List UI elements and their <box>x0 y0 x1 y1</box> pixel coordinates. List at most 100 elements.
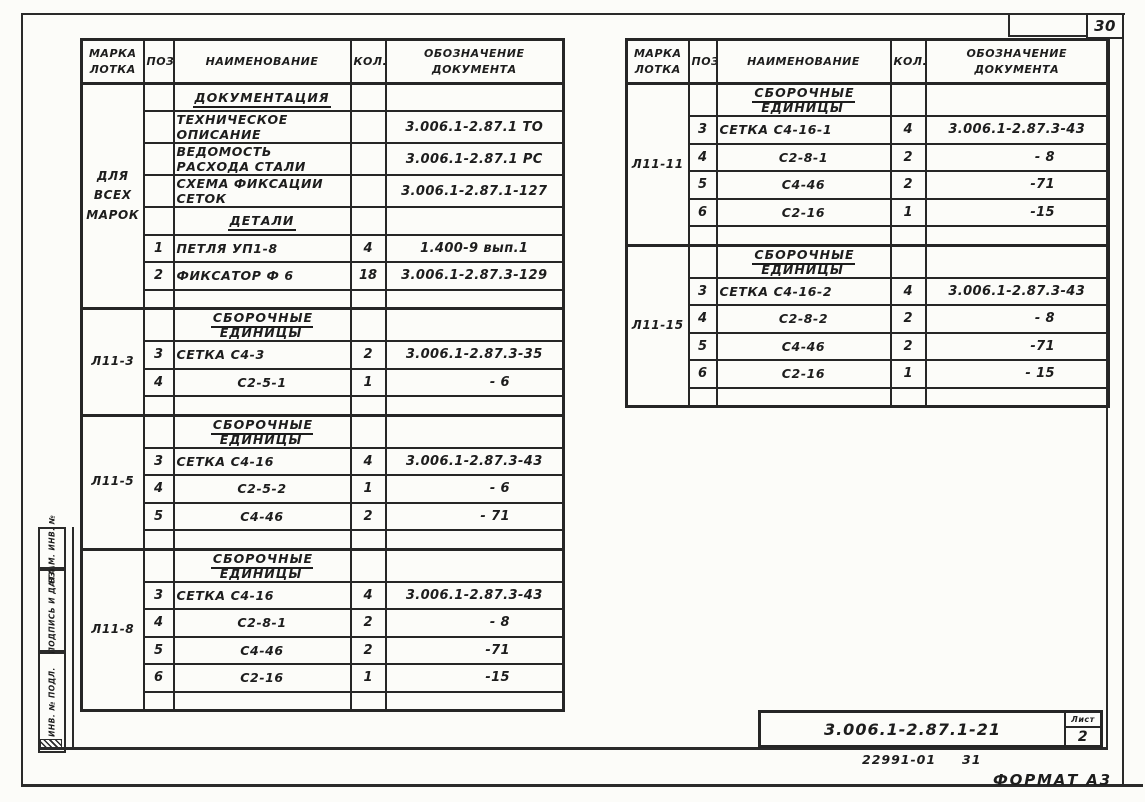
table-row: 3 СЕТКА С4-16 4 3.006.1-2.87.3-43 <box>82 580 565 610</box>
tray-mark-cell: Л11-3 <box>80 307 145 416</box>
cell-doc: - 8 <box>924 304 1110 334</box>
cell-name: С4-46 <box>172 501 352 531</box>
cell-pos: 3 <box>687 115 718 145</box>
cell-name: СХЕМА ФИКСАЦИИ СЕТОК <box>172 174 352 208</box>
cell-pos: 5 <box>142 501 175 531</box>
page-number-box: 30 <box>1086 13 1124 39</box>
cell-pos <box>142 110 175 144</box>
cell-qty: 2 <box>889 170 927 200</box>
empty-cell <box>172 395 352 416</box>
table-row: 5 С4-46 2 -71 <box>82 635 565 665</box>
sheet-label: Лист <box>1066 713 1100 728</box>
section-title: ДЕТАЛИ <box>227 213 297 232</box>
table-row: Л11-8 СБОРОЧНЫЕ ЕДИНИЦЫ <box>80 548 565 712</box>
table-row: 3 СЕТКА С4-16 4 3.006.1-2.87.3-43 <box>82 446 565 476</box>
cell-doc: -71 <box>924 331 1110 361</box>
mark-group: Л11-8 СБОРОЧНЫЕ ЕДИНИЦЫ 3 СЕТКА С4-16 4 3.006… <box>80 548 565 712</box>
empty-cell <box>142 529 175 550</box>
table-row: 4 С2-8-1 2- 8 <box>627 142 1110 172</box>
cell-pos <box>142 82 175 112</box>
cell-pos: 6 <box>687 359 718 389</box>
column-header-pos: ПОЗ. <box>687 38 718 85</box>
table-row: ВЕДОМОСТЬ РАСХОДА СТАЛИ 3.006.1-2.87.1 РС <box>82 142 565 176</box>
table-row: ДЛЯ ВСЕХ МАРОК ДОКУМЕНТАЦИЯ <box>80 82 565 310</box>
table-row: Л11-11 СБОРОЧНЫЕ ЕДИНИЦЫ <box>625 82 1110 246</box>
empty-cell <box>142 395 175 416</box>
mark-group: Л11-3 СБОРОЧНЫЕ ЕДИНИЦЫ 3 СЕТКА С4-3 2 3.006.… <box>80 307 565 416</box>
table-row: Л11-5 СБОРОЧНЫЕ ЕДИНИЦЫ <box>80 414 565 550</box>
cell-doc: - 8 <box>924 142 1110 172</box>
section-title-cell: ДОКУМЕНТАЦИЯ <box>172 82 352 112</box>
cell-qty <box>349 82 387 112</box>
cell-doc: - 71 <box>384 501 565 531</box>
cell-pos: 4 <box>687 304 718 334</box>
cell-name: СЕТКА С4-16-2 <box>715 276 892 306</box>
column-header-mark: МАРКА ЛОТКА <box>80 38 145 85</box>
table-row: 1 ПЕТЛЯ УП1-8 4 1.400-9 вып.1 <box>82 233 565 263</box>
empty-cell <box>687 386 718 408</box>
stamp-label: ПОДПИСЬ И ДАТА <box>47 567 57 654</box>
cell-pos: 3 <box>142 580 175 610</box>
cell-name: СЕТКА С4-16-1 <box>715 115 892 145</box>
mark-group: Л11-15 СБОРОЧНЫЕ ЕДИНИЦЫ 3 СЕТКА С4-16-2 4 3.… <box>625 244 1110 408</box>
tray-mark-cell: Л11-11 <box>625 82 690 246</box>
section-title: СБОРОЧНЫЕ ЕДИНИЦЫ <box>752 246 855 276</box>
cell-name: С2-5-1 <box>172 367 352 397</box>
cell-doc: 3.006.1-2.87.3-129 <box>384 261 565 291</box>
empty-cell <box>349 529 387 550</box>
cell-name: СЕТКА С4-16 <box>172 580 352 610</box>
mark-group: Л11-5 СБОРОЧНЫЕ ЕДИНИЦЫ 3 СЕТКА С4-16 4 3.006… <box>80 414 565 550</box>
cell-pos <box>687 82 718 117</box>
table-row: 4 С2-5-1 1- 6 <box>82 367 565 397</box>
cell-qty: 2 <box>349 635 387 665</box>
cell-qty: 4 <box>349 233 387 263</box>
cell-pos: 2 <box>142 261 175 291</box>
cell-pos: 3 <box>687 276 718 306</box>
cell-name: С2-8-1 <box>715 142 892 172</box>
cell-doc: 1.400-9 вып.1 <box>384 233 565 263</box>
empty-cell <box>384 288 565 310</box>
cell-name: С2-16 <box>715 359 892 389</box>
cell-pos <box>687 244 718 279</box>
spacer-row <box>627 225 1110 246</box>
cell-qty: 2 <box>349 608 387 638</box>
cell-qty: 4 <box>889 276 927 306</box>
cell-pos: 3 <box>142 340 175 370</box>
cell-name: С2-5-2 <box>172 474 352 504</box>
top-strip-divider <box>1008 13 1010 37</box>
cell-qty <box>349 307 387 342</box>
cell-qty <box>889 244 927 279</box>
section-title-cell: СБОРОЧНЫЕ ЕДИНИЦЫ <box>715 82 892 117</box>
cell-pos <box>142 142 175 176</box>
empty-cell <box>384 529 565 550</box>
stamp-box-podpis-data: ПОДПИСЬ И ДАТА <box>38 567 66 654</box>
cell-name: С4-46 <box>172 635 352 665</box>
cell-qty <box>349 142 387 176</box>
spacer-row <box>82 395 565 416</box>
empty-cell <box>715 386 892 408</box>
title-block: 3.006.1-2.87.1-21 Лист 2 <box>758 710 1103 748</box>
sheet-number-column: Лист 2 <box>1064 713 1100 745</box>
empty-cell <box>889 225 927 246</box>
empty-cell <box>384 690 565 712</box>
column-header-pos: ПОЗ. <box>142 38 175 85</box>
empty-cell <box>349 395 387 416</box>
column-header-mark: МАРКА ЛОТКА <box>625 38 690 85</box>
cell-pos <box>142 174 175 208</box>
cell-doc: 3.006.1-2.87.1-127 <box>384 174 565 208</box>
stamp-box-inv-podl: ИНВ. № ПОДЛ. <box>38 650 66 753</box>
table-row: 3 СЕТКА С4-3 2 3.006.1-2.87.3-35 <box>82 340 565 370</box>
tray-mark-cell: Л11-15 <box>625 244 690 408</box>
cell-doc: 3.006.1-2.87.1 РС <box>384 142 565 176</box>
frame-bottom-line <box>38 747 1108 750</box>
cell-qty <box>349 414 387 449</box>
cell-qty: 1 <box>889 197 927 227</box>
empty-cell <box>349 288 387 310</box>
spacer-row <box>82 288 565 310</box>
cell-name: ПЕТЛЯ УП1-8 <box>172 233 352 263</box>
cell-pos <box>142 307 175 342</box>
empty-cell <box>715 225 892 246</box>
cell-doc <box>384 414 565 449</box>
table-row: 5 С4-46 2 -71 <box>627 170 1110 200</box>
cell-name: С4-46 <box>715 170 892 200</box>
